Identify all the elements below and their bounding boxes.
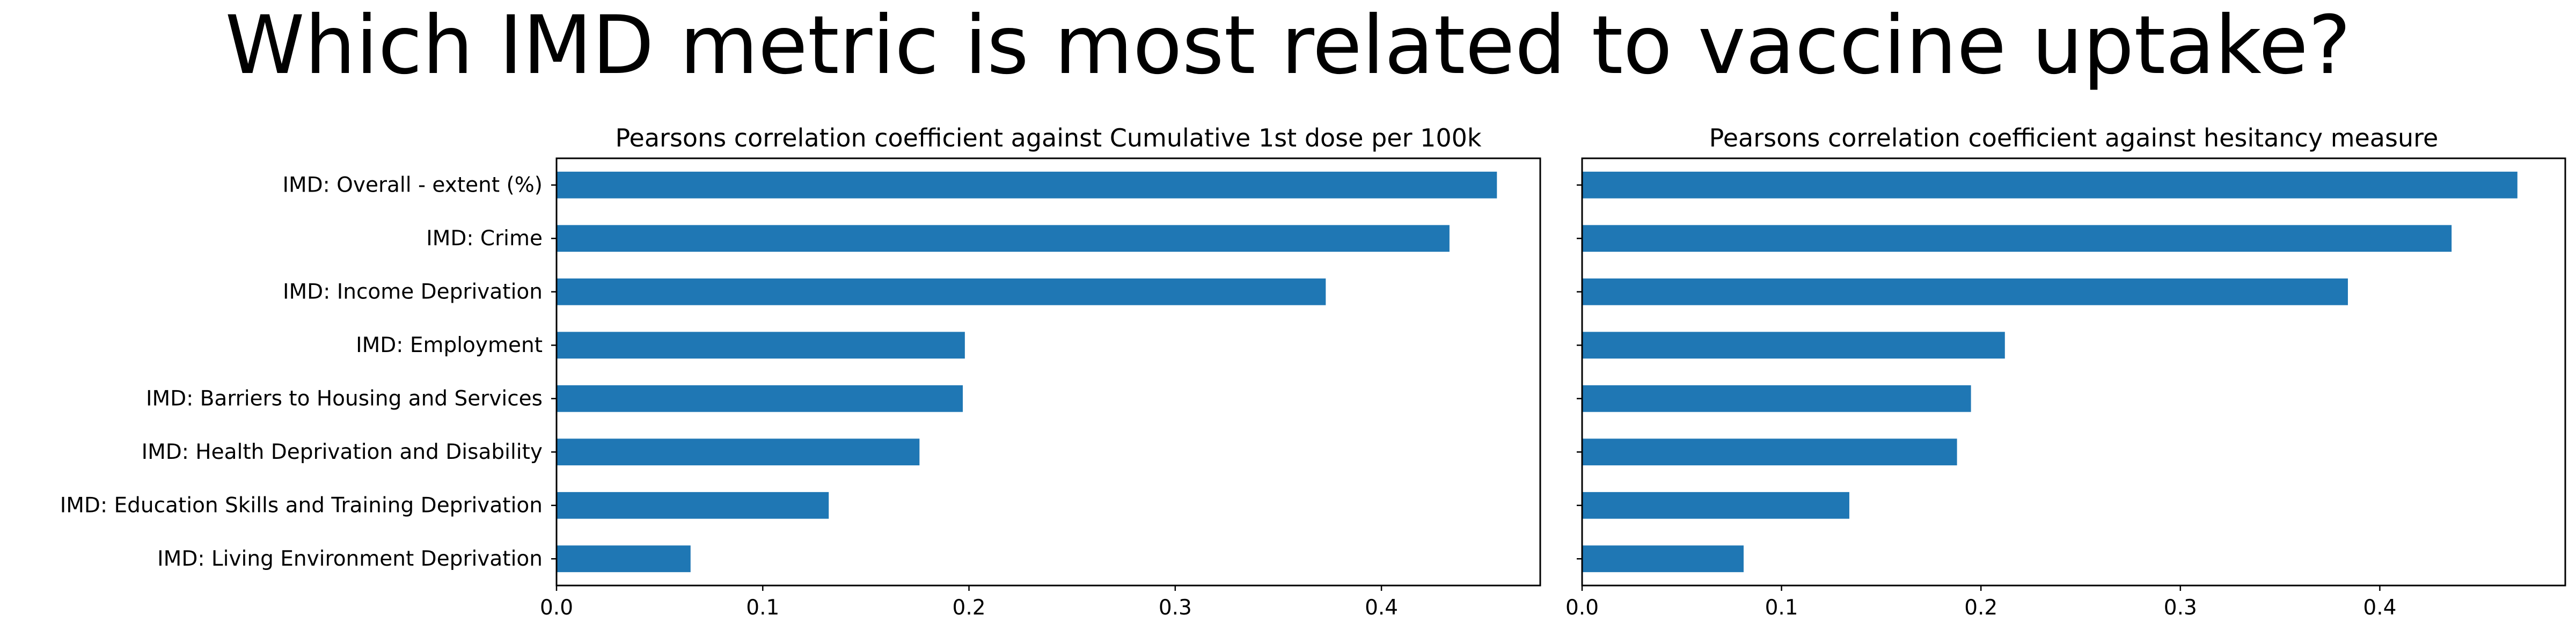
chart-2-xtick-label: 0.1 <box>1765 596 1798 620</box>
chart-2-bar <box>1582 225 2452 252</box>
chart-2-axes-frame <box>1581 157 2566 587</box>
chart-2-bar <box>1582 278 2348 305</box>
chart-1-bar <box>557 278 1326 305</box>
chart-1-bar <box>557 225 1450 252</box>
chart-1-xtick-label: 0.3 <box>1159 596 1192 620</box>
chart-1-bar <box>557 438 920 466</box>
figure-title: Which IMD metric is most related to vacc… <box>225 0 2351 92</box>
chart-2-bar <box>1582 332 2005 359</box>
chart-2-bar <box>1582 171 2518 199</box>
chart-1-bar <box>557 332 965 359</box>
chart-1-axes-frame <box>555 157 1541 587</box>
chart-1-category-label: IMD: Income Deprivation <box>283 280 543 304</box>
chart-1-bar <box>557 171 1497 199</box>
chart-1-category-label: IMD: Living Environment Deprivation <box>157 547 543 571</box>
chart-1-xtick-label: 0.0 <box>540 596 573 620</box>
chart-2-xtick-label: 0.0 <box>1565 596 1599 620</box>
chart-1-bar <box>557 492 829 519</box>
chart-1-category-label: IMD: Crime <box>426 226 543 251</box>
chart-2-title: Pearsons correlation coefficient against… <box>1709 123 2439 152</box>
chart-1-category-label: IMD: Employment <box>356 333 543 357</box>
chart-1-bar <box>557 385 963 412</box>
chart-1-category-label: IMD: Overall - extent (%) <box>282 173 543 197</box>
chart-1-category-label: IMD: Health Deprivation and Disability <box>142 440 543 464</box>
chart-1-xtick-label: 0.1 <box>746 596 779 620</box>
chart-2-xtick-label: 0.4 <box>2363 596 2396 620</box>
chart-2-xtick-label: 0.2 <box>1964 596 1997 620</box>
chart-2-bar <box>1582 385 1971 412</box>
chart-2-bar <box>1582 545 1744 573</box>
chart-1-title: Pearsons correlation coefficient against… <box>615 123 1481 152</box>
chart-1-category-label: IMD: Education Skills and Training Depri… <box>60 493 543 517</box>
chart-1-xtick-label: 0.2 <box>953 596 986 620</box>
chart-2-bar <box>1582 492 1849 519</box>
chart-2-xtick-label: 0.3 <box>2164 596 2197 620</box>
chart-1-category-label: IMD: Barriers to Housing and Services <box>146 386 543 411</box>
chart-2-bar <box>1582 438 1957 466</box>
chart-1-bar <box>557 545 691 573</box>
chart-1-xtick-label: 0.4 <box>1365 596 1398 620</box>
